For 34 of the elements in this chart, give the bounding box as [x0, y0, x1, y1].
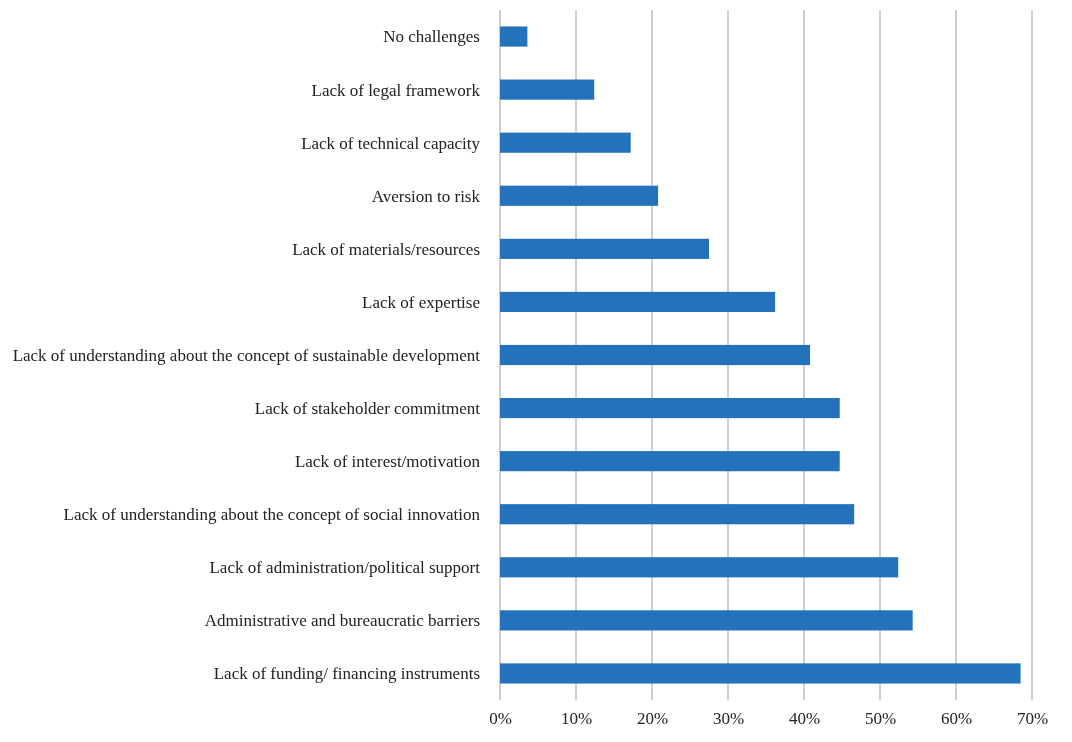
y-tick-label: Lack of administration/political support	[209, 558, 481, 578]
bar	[500, 610, 913, 631]
x-tick-label: 30%	[712, 709, 745, 729]
x-tick-label: 40%	[788, 709, 821, 729]
x-tick-label: 20%	[636, 709, 669, 729]
y-tick-label: Lack of understanding about the concept of sustainable development	[12, 345, 481, 365]
y-tick-label: Lack of understanding about the concept of social innovation	[63, 505, 481, 525]
x-tick-label: 10%	[560, 709, 593, 729]
x-tick-label: 50%	[864, 709, 897, 729]
bar	[500, 397, 840, 419]
y-tick-label: Lack of funding/ financing instruments	[213, 664, 480, 684]
y-tick-label: Lack of technical capacity	[301, 133, 481, 153]
bar	[500, 344, 811, 366]
bar	[500, 79, 595, 100]
y-tick-label: Administrative and bureaucratic barriers	[204, 611, 480, 631]
bar	[500, 451, 840, 472]
y-tick-label: Lack of interest/motivation	[294, 452, 481, 472]
bar	[500, 26, 528, 47]
y-tick-label: Lack of stakeholder commitment	[254, 399, 481, 419]
x-tick-label: 60%	[940, 709, 973, 729]
x-tick-label: 70%	[1016, 709, 1049, 729]
x-tick-label: 0%	[489, 709, 512, 729]
bar	[500, 291, 776, 313]
bar	[500, 132, 631, 153]
bar	[500, 557, 899, 578]
y-tick-label: Lack of materials/resources	[292, 239, 480, 259]
bar	[500, 663, 1021, 684]
bar	[500, 185, 659, 206]
y-tick-label: Lack of legal framework	[311, 80, 481, 100]
bar	[500, 504, 855, 525]
y-tick-label: No challenges	[383, 27, 480, 47]
y-tick-label: Lack of expertise	[362, 292, 480, 312]
bar	[500, 238, 709, 259]
y-tick-label: Aversion to risk	[371, 186, 481, 206]
